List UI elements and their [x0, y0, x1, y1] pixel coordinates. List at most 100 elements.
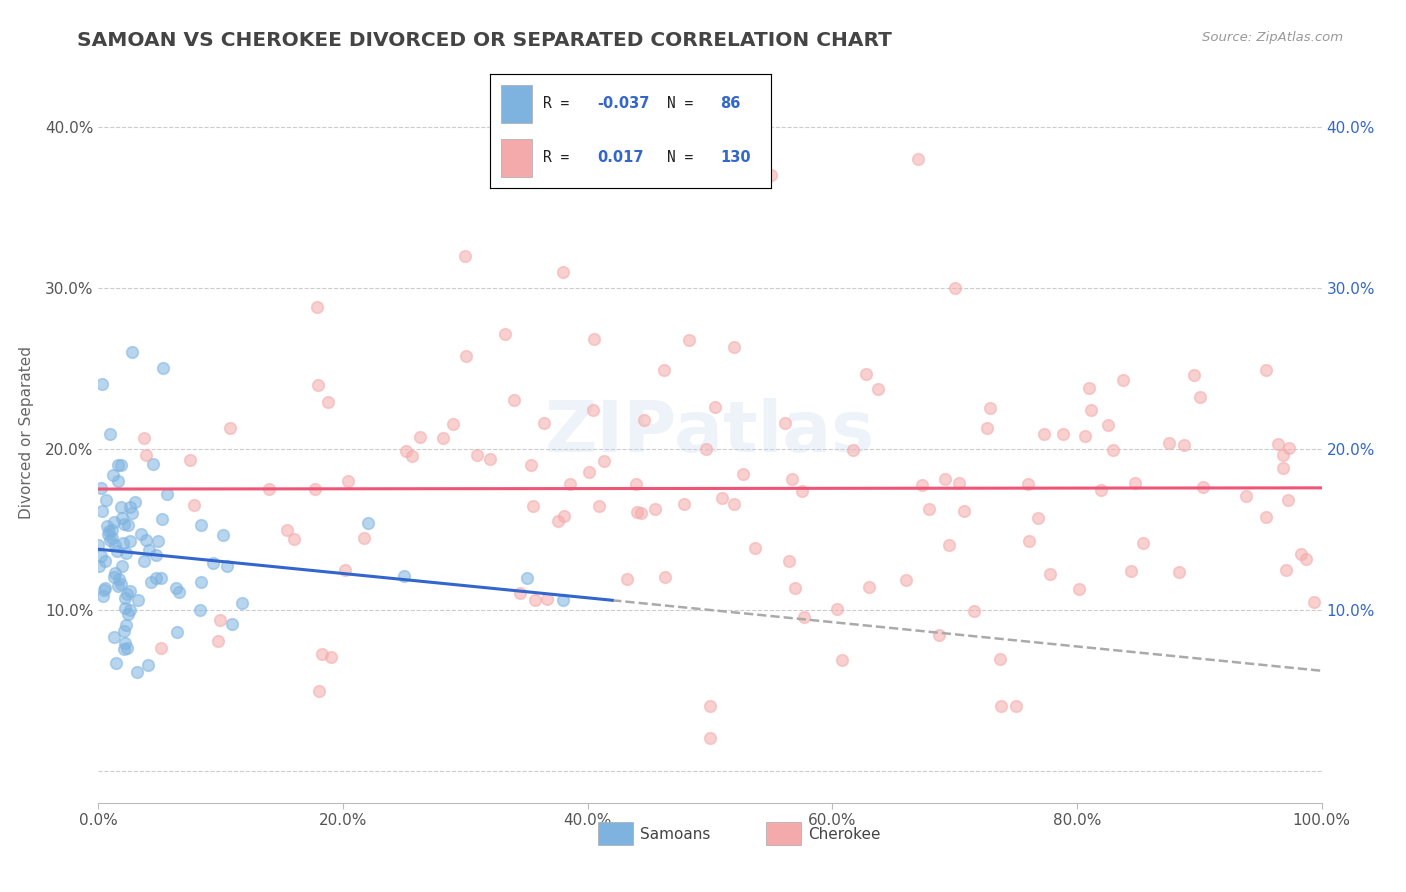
Point	[104, 566, 127, 580]
Point	[1167, 565, 1189, 579]
Point	[1067, 582, 1090, 596]
Point	[90, 549, 112, 564]
Point	[744, 541, 766, 556]
Point	[520, 458, 543, 473]
Point	[775, 416, 797, 430]
Point	[868, 382, 890, 396]
Point	[928, 628, 950, 642]
Point	[108, 572, 131, 586]
Point	[588, 500, 610, 514]
Point	[117, 587, 139, 601]
Point	[953, 504, 976, 518]
Point	[87, 538, 110, 552]
Point	[522, 500, 544, 514]
Point	[93, 554, 115, 568]
Point	[353, 531, 375, 545]
Point	[401, 449, 423, 463]
Point	[938, 538, 960, 552]
Point	[644, 502, 666, 516]
Y-axis label: Divorced or Separated: Divorced or Separated	[18, 346, 34, 519]
Point	[616, 572, 638, 586]
Point	[633, 413, 655, 427]
Point	[1159, 435, 1181, 450]
Point	[1192, 480, 1215, 494]
Point	[190, 517, 212, 532]
Point	[976, 421, 998, 435]
Point	[117, 607, 139, 621]
Point	[93, 581, 115, 595]
Point	[1275, 563, 1298, 577]
Point	[132, 431, 155, 445]
Point	[98, 427, 121, 442]
Point	[1272, 448, 1295, 462]
Point	[120, 603, 142, 617]
Point	[723, 340, 745, 354]
Point	[167, 585, 190, 599]
Point	[103, 570, 125, 584]
Point	[1278, 441, 1301, 455]
Point	[97, 524, 120, 538]
Point	[111, 558, 134, 573]
Point	[105, 544, 128, 558]
Point	[793, 609, 815, 624]
Point	[783, 582, 806, 596]
Point	[114, 591, 136, 606]
Point	[1303, 595, 1326, 609]
Point	[1018, 534, 1040, 549]
Point	[1033, 427, 1056, 442]
Point	[135, 533, 157, 547]
Text: ZIPatlas: ZIPatlas	[546, 398, 875, 467]
Point	[311, 647, 333, 661]
Point	[392, 569, 416, 583]
Point	[465, 448, 488, 462]
Point	[652, 363, 675, 377]
Point	[117, 517, 139, 532]
Point	[110, 576, 132, 591]
Point	[1173, 438, 1195, 452]
Point	[114, 618, 136, 632]
Point	[165, 581, 187, 595]
Point	[1234, 489, 1257, 503]
Point	[307, 377, 329, 392]
Point	[150, 571, 173, 585]
Point	[711, 491, 734, 505]
Point	[790, 484, 813, 499]
Point	[536, 592, 558, 607]
Point	[90, 504, 112, 518]
Point	[138, 543, 160, 558]
Point	[337, 474, 360, 488]
Point	[321, 649, 343, 664]
Point	[948, 476, 970, 491]
Point	[188, 603, 211, 617]
Point	[215, 559, 238, 574]
Point	[673, 497, 696, 511]
Point	[111, 510, 134, 524]
Point	[221, 616, 243, 631]
Point	[1291, 547, 1313, 561]
Point	[141, 575, 163, 590]
Point	[305, 300, 328, 314]
Point	[778, 554, 800, 568]
Point	[90, 377, 112, 392]
Point	[101, 531, 124, 545]
Point	[731, 467, 754, 482]
Point	[218, 420, 240, 434]
Point	[553, 265, 575, 279]
Point	[934, 471, 956, 485]
Point	[704, 400, 727, 414]
Point	[1039, 567, 1062, 582]
Point	[678, 333, 700, 347]
Point	[114, 601, 136, 615]
Point	[97, 527, 120, 541]
Point	[145, 571, 167, 585]
Point	[96, 492, 118, 507]
Point	[699, 731, 721, 746]
Point	[103, 538, 125, 552]
Point	[103, 630, 125, 644]
Point	[107, 579, 129, 593]
Point	[1078, 380, 1101, 394]
Point	[115, 641, 138, 656]
Point	[107, 475, 129, 489]
Point	[1111, 373, 1133, 387]
Point	[142, 457, 165, 471]
